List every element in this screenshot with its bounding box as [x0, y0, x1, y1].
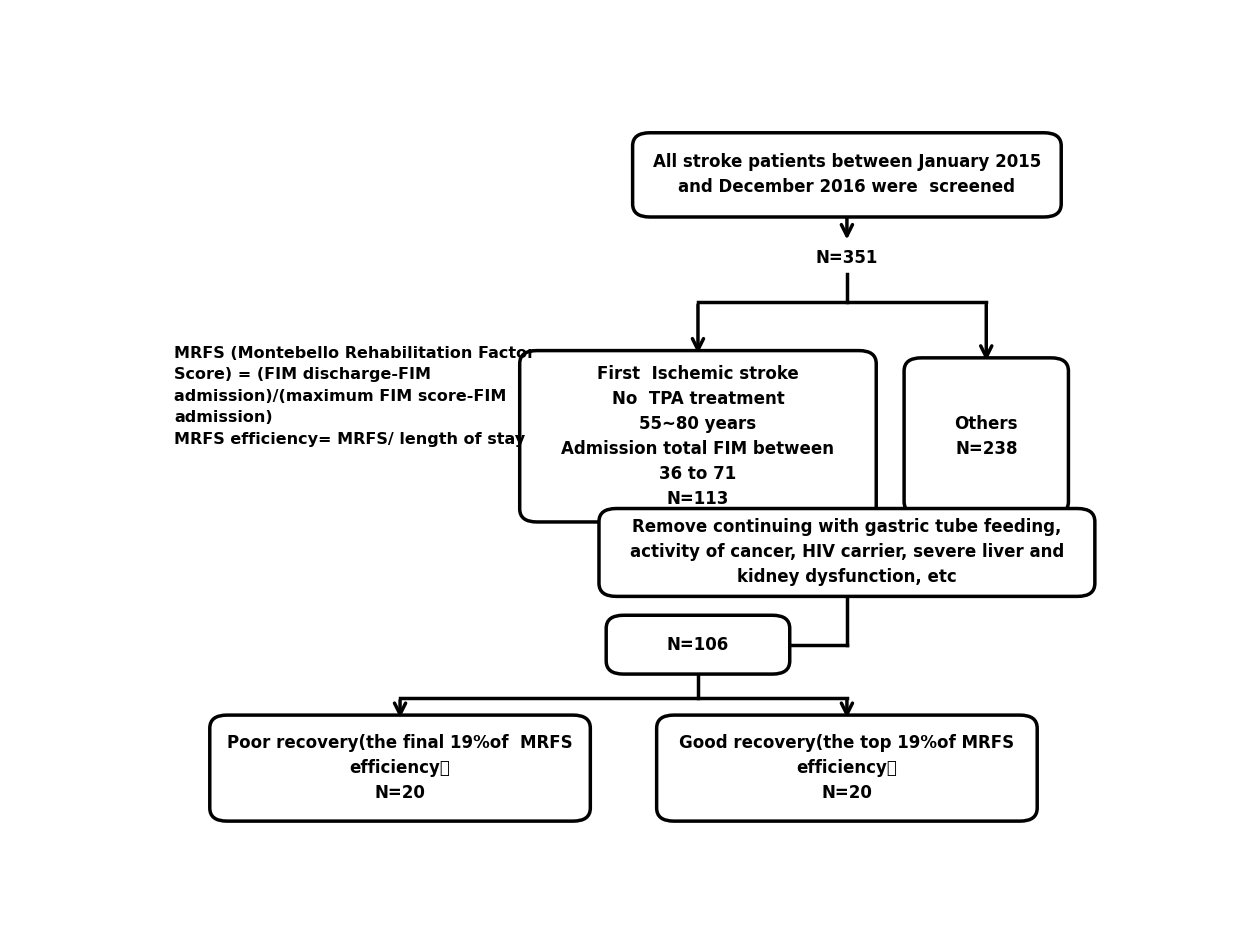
Text: Remove continuing with gastric tube feeding,
activity of cancer, HIV carrier, se: Remove continuing with gastric tube feed… [630, 519, 1064, 587]
Text: MRFS (Montebello Rehabilitation Factor
Score) = (FIM discharge-FIM
admission)/(m: MRFS (Montebello Rehabilitation Factor S… [174, 345, 536, 447]
FancyBboxPatch shape [657, 715, 1037, 821]
Text: Others
N=238: Others N=238 [955, 415, 1018, 457]
FancyBboxPatch shape [599, 508, 1095, 596]
FancyBboxPatch shape [904, 357, 1069, 515]
Text: Poor recovery(the final 19%of  MRFS
efficiency）
N=20: Poor recovery(the final 19%of MRFS effic… [227, 734, 573, 802]
Text: N=351: N=351 [816, 249, 878, 268]
Text: First  Ischemic stroke
No  TPA treatment
55~80 years
Admission total FIM between: First Ischemic stroke No TPA treatment 5… [562, 365, 835, 507]
Text: N=106: N=106 [667, 636, 729, 653]
FancyBboxPatch shape [210, 715, 590, 821]
FancyBboxPatch shape [606, 615, 790, 674]
Text: All stroke patients between January 2015
and December 2016 were  screened: All stroke patients between January 2015… [652, 154, 1042, 196]
Text: Good recovery(the top 19%of MRFS
efficiency）
N=20: Good recovery(the top 19%of MRFS efficie… [680, 734, 1014, 802]
FancyBboxPatch shape [632, 133, 1061, 217]
FancyBboxPatch shape [520, 351, 877, 522]
